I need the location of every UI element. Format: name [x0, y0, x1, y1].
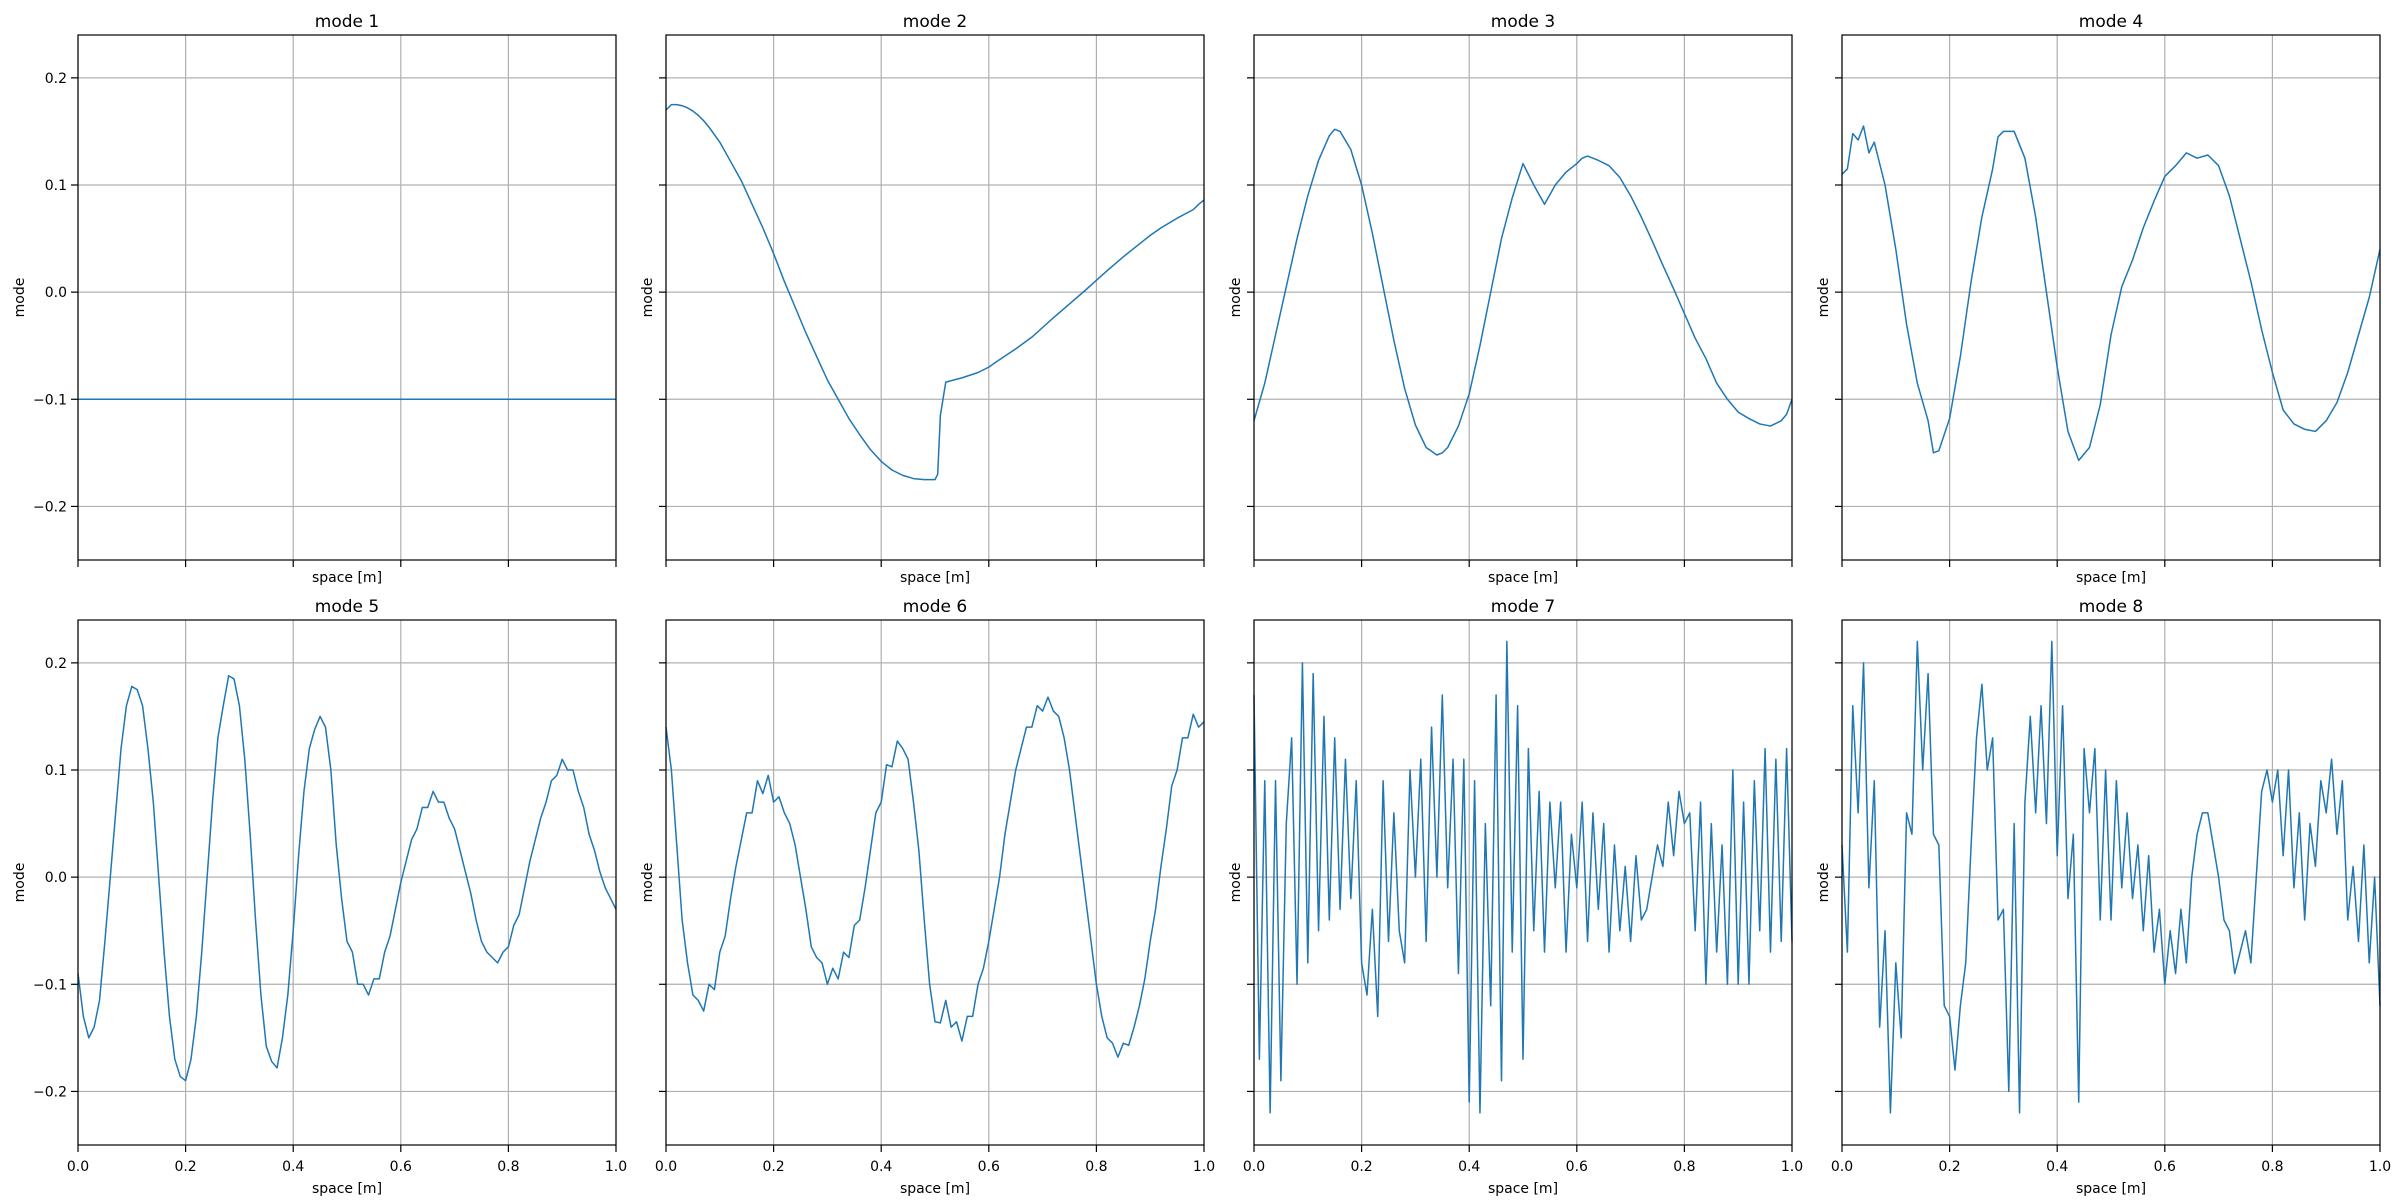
y-axis-label: mode — [1228, 863, 1244, 903]
series-line — [1841, 640, 2381, 1114]
y-tick-label: −0.1 — [33, 977, 67, 993]
x-tick-label: 0.2 — [1938, 1159, 1960, 1175]
y-tick-label: 0.1 — [45, 763, 67, 779]
plot-area — [1842, 620, 2380, 1145]
x-tick-label: 0.4 — [2046, 1159, 2068, 1175]
axes-frame — [1841, 619, 2381, 1146]
y-tick-label: 0.2 — [45, 71, 67, 87]
x-axis-label: space [m] — [1488, 570, 1558, 586]
x-tick-label: 1.0 — [1193, 1159, 1215, 1175]
series-line — [77, 674, 617, 1082]
x-axis-label: space [m] — [312, 570, 382, 586]
x-axis-label: space [m] — [312, 1181, 382, 1197]
subplot-title: mode 3 — [1491, 12, 1555, 32]
x-tick-label: 0.6 — [978, 1159, 1000, 1175]
x-tick-label: 0.6 — [2154, 1159, 2176, 1175]
axes-frame — [665, 34, 1205, 561]
axes-frame — [77, 619, 617, 1146]
y-axis-label: mode — [12, 278, 28, 318]
x-tick-label: 0.4 — [282, 1159, 304, 1175]
axes-frame — [1253, 34, 1793, 561]
x-tick-label: 0.8 — [497, 1159, 519, 1175]
y-axis-label: mode — [1816, 863, 1832, 903]
x-tick-label: 0.0 — [1243, 1159, 1265, 1175]
subplot-4: mode 4 space [m] mode — [1816, 12, 2381, 586]
x-tick-label: 1.0 — [2369, 1159, 2391, 1175]
x-tick-label: 0.8 — [1673, 1159, 1695, 1175]
subplot-5: 0.0 0.2 0.4 0.6 0.8 1.0 −0.2 −0.1 0.0 0.1 0.2 mode … — [12, 597, 627, 1197]
x-tick-label: 0.2 — [762, 1159, 784, 1175]
x-tick-label: 0.0 — [67, 1159, 89, 1175]
y-tick-label: −0.1 — [33, 392, 67, 408]
subplot-title: mode 1 — [315, 12, 379, 32]
x-tick-label: 0.4 — [1458, 1159, 1480, 1175]
subplot-title: mode 2 — [903, 12, 967, 32]
subplot-title: mode 5 — [315, 597, 379, 617]
plot-area — [1254, 35, 1792, 560]
x-axis-label: space [m] — [2076, 570, 2146, 586]
x-axis-label: space [m] — [2076, 1181, 2146, 1197]
y-tick-label: −0.2 — [33, 499, 67, 515]
plot-area — [666, 35, 1204, 560]
plot-area — [1254, 620, 1792, 1145]
series-line — [1253, 640, 1793, 1114]
subplot-2: mode 2 space [m] mode — [640, 12, 1205, 586]
x-tick-label: 0.4 — [870, 1159, 892, 1175]
plot-area — [666, 620, 1204, 1145]
subplot-title: mode 7 — [1491, 597, 1555, 617]
subplot-8: 0.0 0.2 0.4 0.6 0.8 1.0 mode 8 space [m] mode — [1816, 597, 2391, 1197]
axes-frame — [77, 34, 617, 561]
y-tick-label: 0.2 — [45, 656, 67, 672]
subplot-6: 0.0 0.2 0.4 0.6 0.8 1.0 mode 6 space [m] mode — [640, 597, 1215, 1197]
y-tick-label: −0.2 — [33, 1084, 67, 1100]
axes-frame — [665, 619, 1205, 1146]
y-axis-label: mode — [12, 863, 28, 903]
x-axis-label: space [m] — [1488, 1181, 1558, 1197]
x-tick-label: 1.0 — [605, 1159, 627, 1175]
y-axis-label: mode — [640, 278, 656, 318]
x-tick-label: 0.0 — [655, 1159, 677, 1175]
x-tick-label: 0.8 — [1085, 1159, 1107, 1175]
series-line — [1841, 125, 2381, 462]
x-axis-label: space [m] — [900, 570, 970, 586]
x-tick-label: 0.8 — [2261, 1159, 2283, 1175]
x-tick-label: 0.2 — [174, 1159, 196, 1175]
series-line — [665, 696, 1205, 1058]
axes-frame — [1841, 34, 2381, 561]
x-tick-label: 0.6 — [390, 1159, 412, 1175]
subplot-title: mode 8 — [2079, 597, 2143, 617]
y-tick-label: 0.0 — [45, 285, 67, 301]
subplot-3: mode 3 space [m] mode — [1228, 12, 1793, 586]
x-tick-label: 1.0 — [1781, 1159, 1803, 1175]
x-axis-label: space [m] — [900, 1181, 970, 1197]
axes-frame — [1253, 619, 1793, 1146]
x-tick-label: 0.6 — [1566, 1159, 1588, 1175]
series-line — [1253, 128, 1793, 456]
y-tick-label: 0.1 — [45, 178, 67, 194]
x-tick-label: 0.0 — [1831, 1159, 1853, 1175]
y-tick-label: 0.0 — [45, 870, 67, 886]
series-line — [665, 103, 1205, 481]
subplot-1: −0.2 −0.1 0.0 0.1 0.2 mode 1 space [m] mode — [12, 12, 617, 586]
subplot-title: mode 4 — [2079, 12, 2143, 32]
y-axis-label: mode — [1228, 278, 1244, 318]
subplot-7: 0.0 0.2 0.4 0.6 0.8 1.0 mode 7 space [m] mode — [1228, 597, 1803, 1197]
y-axis-label: mode — [1816, 278, 1832, 318]
x-tick-label: 0.2 — [1350, 1159, 1372, 1175]
subplot-title: mode 6 — [903, 597, 967, 617]
y-axis-label: mode — [640, 863, 656, 903]
plot-area — [1842, 35, 2380, 560]
plot-area — [78, 35, 616, 560]
